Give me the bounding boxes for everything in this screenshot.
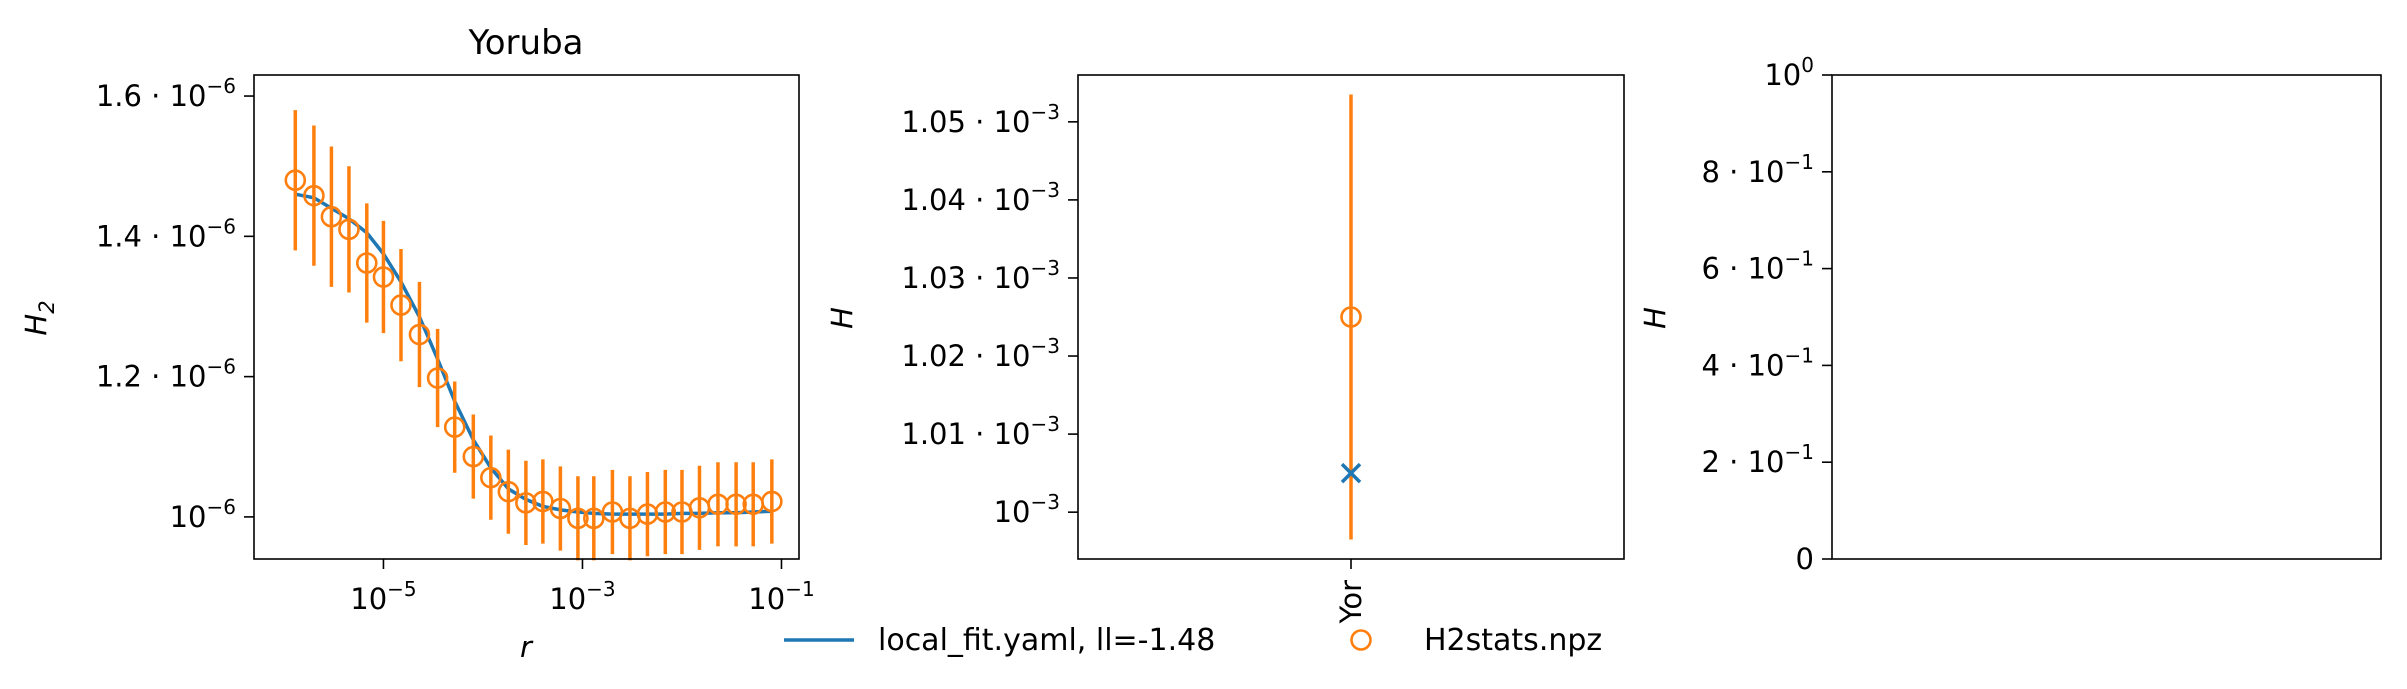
data-point xyxy=(497,480,520,503)
data-point xyxy=(338,218,360,241)
data-point xyxy=(761,490,783,513)
y-axis-title-1: H2 xyxy=(19,300,59,335)
y-tick-label: 1.2 · 10−6 xyxy=(96,355,236,394)
data-point xyxy=(567,507,589,530)
y-tick-label: 1.4 · 10−6 xyxy=(96,214,236,253)
y-tick-label: 1.6 · 10−6 xyxy=(96,74,236,113)
y-tick-label: 1.02 · 10−3 xyxy=(901,334,1060,373)
panel-h-empty: 0 2 · 10−1 4 · 10−1 6 · 10−1 8 · 10−1 100 H xyxy=(1638,53,2382,576)
x-tick-label: Yor xyxy=(1334,580,1368,625)
axes-frame-3 xyxy=(1831,74,2382,560)
data-point xyxy=(443,416,466,438)
data-point xyxy=(372,266,395,288)
x-tick-label: 10−3 xyxy=(549,577,615,616)
y-tick-label: 1.05 · 10−3 xyxy=(901,100,1060,139)
data-point xyxy=(408,323,431,346)
y-tick-label: 0 xyxy=(1796,542,1814,576)
y-tick-label: 100 xyxy=(1764,53,1814,92)
data-point xyxy=(390,294,412,316)
panel-title: Yoruba xyxy=(468,23,584,63)
data-point xyxy=(654,501,677,523)
y-tick-label: 2 · 10−1 xyxy=(1702,440,1815,479)
data-point xyxy=(426,367,449,389)
x-tick-label: 10−1 xyxy=(748,577,814,616)
data-point xyxy=(1340,306,1362,328)
y-axis-title-2: H xyxy=(825,307,859,329)
plot-area-2 xyxy=(1340,94,1362,540)
y-axis-title-3: H xyxy=(1638,307,1672,329)
data-point xyxy=(725,493,747,516)
y-tick-label: 1.01 · 10−3 xyxy=(901,412,1060,451)
data-point xyxy=(284,169,307,192)
y-tick-label: 1.04 · 10−3 xyxy=(901,178,1060,217)
fit-x-marker xyxy=(1340,462,1362,484)
y-tick-label: 10−3 xyxy=(994,490,1060,529)
y-tick-label: 8 · 10−1 xyxy=(1702,150,1815,189)
data-point xyxy=(462,445,485,468)
y-tick-label: 4 · 10−1 xyxy=(1702,343,1815,382)
data-point xyxy=(480,466,502,489)
plot-area-1 xyxy=(284,110,783,561)
y-axis-3: 0 2 · 10−1 4 · 10−1 6 · 10−1 8 · 10−1 100 xyxy=(1702,53,1832,576)
data-point xyxy=(549,497,572,520)
data-point xyxy=(303,184,325,207)
axes-frame-1 xyxy=(253,74,800,560)
y-tick-label: 10−6 xyxy=(170,495,236,534)
y-tick-label: 6 · 10−1 xyxy=(1702,247,1815,286)
panel-h2-vs-r: Yoruba 10−5 10−3 10−1 10−6 1.2 · 10−6 1.4 · … xyxy=(19,23,815,664)
x-axis-1: 10−5 10−3 10−1 xyxy=(350,559,815,616)
data-point xyxy=(355,252,378,274)
y-axis-1: 10−6 1.2 · 10−6 1.4 · 10−6 1.6 · 10−6 xyxy=(96,74,254,534)
x-axis-2: Yor xyxy=(1334,559,1368,625)
legend: local_fit.yaml, ll=-1.48 H2stats.npz xyxy=(784,623,1602,658)
panel-h-yor: 10−3 1.01 · 10−3 1.02 · 10−3 1.03 · 10−3 1.0… xyxy=(825,74,1625,625)
y-tick-label: 1.03 · 10−3 xyxy=(901,256,1060,295)
data-point xyxy=(320,205,343,228)
data-point xyxy=(583,507,605,530)
y-axis-2: 10−3 1.01 · 10−3 1.02 · 10−3 1.03 · 10−3 1.0… xyxy=(901,100,1078,529)
x-axis-title-1: r xyxy=(520,630,534,664)
data-point xyxy=(515,492,537,514)
x-tick-label: 10−5 xyxy=(350,577,416,616)
legend-label-fit: local_fit.yaml, ll=-1.48 xyxy=(878,623,1215,658)
legend-circle-marker xyxy=(1350,629,1372,651)
legend-label-data: H2stats.npz xyxy=(1424,623,1602,658)
